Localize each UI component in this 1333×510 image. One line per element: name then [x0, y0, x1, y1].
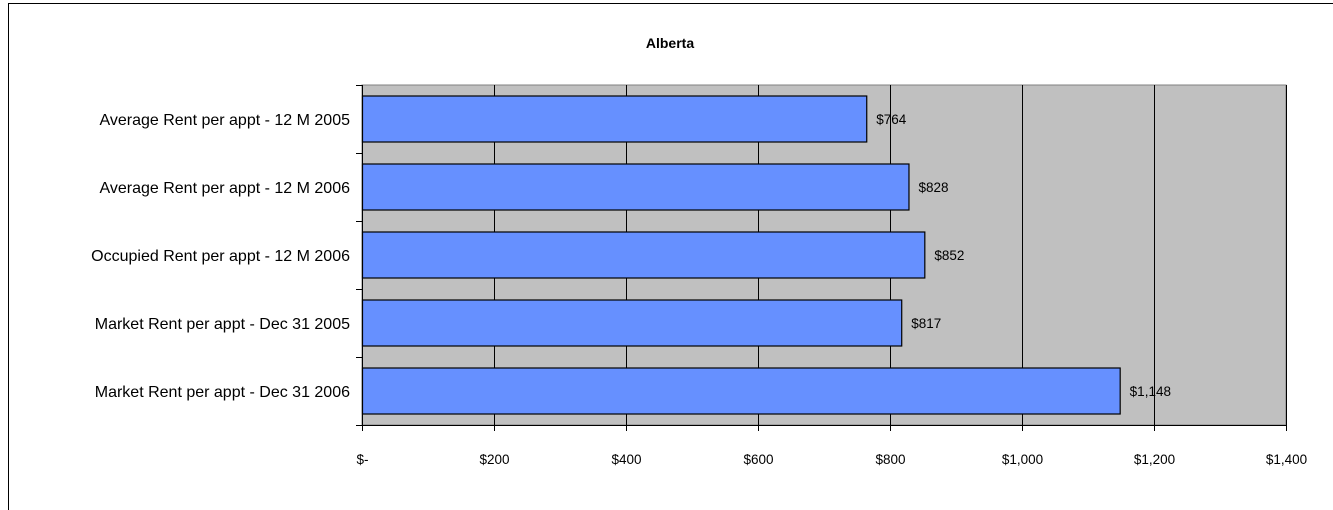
x-tick-label: $1,400: [1266, 452, 1307, 467]
x-tick-label: $800: [875, 452, 905, 467]
bar: [361, 231, 926, 279]
data-label: $1,148: [1130, 384, 1171, 399]
category-label: Average Rent per appt - 12 M 2005: [99, 112, 350, 129]
chart-title: Alberta: [646, 35, 694, 51]
bar: [361, 95, 868, 143]
bar: [361, 163, 910, 211]
x-tick-label: $400: [611, 452, 641, 467]
category-labels: Average Rent per appt - 12 M 2005 Average…: [91, 85, 362, 426]
x-tick-label: $600: [743, 452, 773, 467]
category-label: Market Rent per appt - Dec 31 2005: [95, 316, 350, 333]
bars: [361, 95, 1121, 415]
x-tick-label: $1,000: [1002, 452, 1043, 467]
bar: [361, 367, 1121, 415]
data-label: $764: [876, 112, 907, 127]
data-label: $852: [934, 248, 964, 263]
data-labels: $764 $828 $852 $817 $1,148: [876, 112, 1171, 399]
data-label: $828: [918, 180, 948, 195]
x-tick-label: $-: [356, 452, 368, 467]
data-label: $817: [911, 316, 941, 331]
category-label: Average Rent per appt - 12 M 2006: [99, 180, 350, 197]
x-tick-label: $200: [479, 452, 509, 467]
bar: [361, 299, 903, 347]
x-axis-ticks: $- $200 $400 $600 $800 $1,000 $1,200 $1,400: [356, 425, 1307, 467]
x-tick-label: $1,200: [1134, 452, 1175, 467]
category-label: Occupied Rent per appt - 12 M 2006: [91, 248, 350, 265]
category-label: Market Rent per appt - Dec 31 2006: [95, 384, 350, 401]
